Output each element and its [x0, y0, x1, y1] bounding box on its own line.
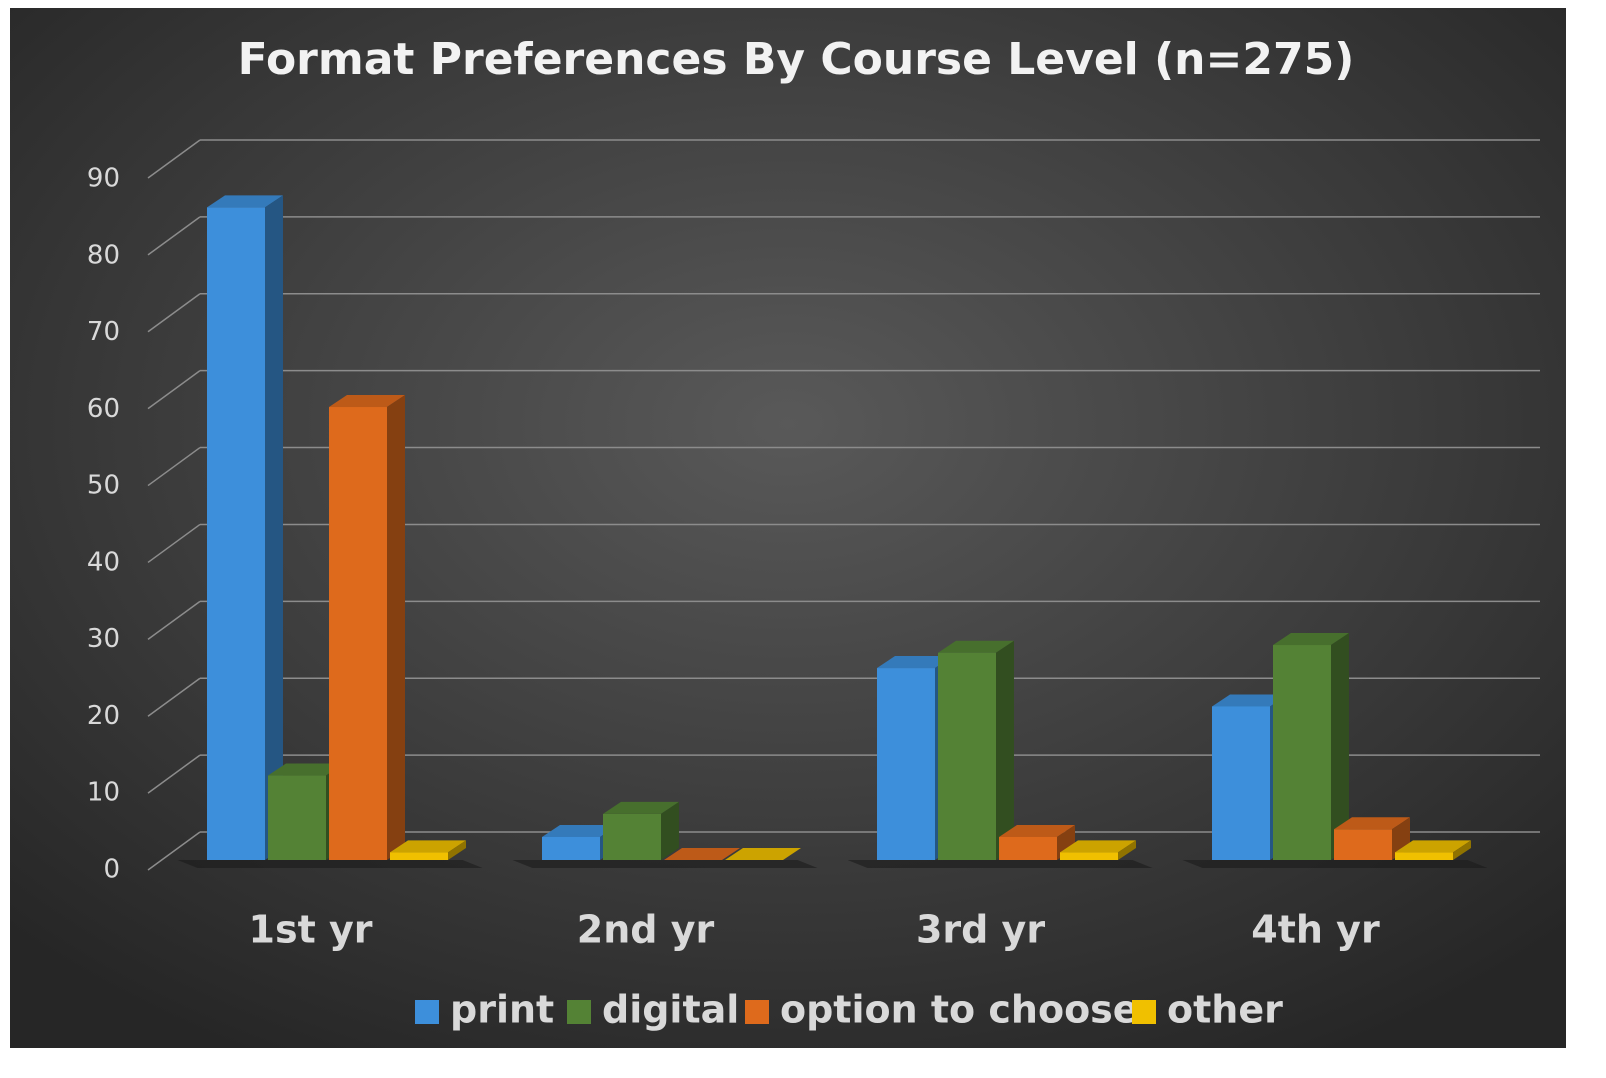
bar-side — [387, 395, 405, 860]
bar-top — [938, 640, 1014, 653]
floor-shadow — [847, 860, 1153, 868]
y-tick-label: 30 — [87, 624, 120, 654]
floor-shadow — [512, 860, 818, 868]
bar-side — [996, 640, 1014, 860]
bar-top — [1334, 817, 1410, 830]
x-tick-label: 3rd yr — [916, 908, 1045, 952]
y-tick-label: 60 — [87, 394, 120, 424]
y-tick-label: 10 — [87, 778, 120, 808]
legend-swatch — [745, 1000, 769, 1024]
legend-swatch — [1132, 1000, 1156, 1024]
bar-top — [999, 824, 1075, 837]
bar-top — [207, 195, 283, 208]
bar — [877, 668, 935, 860]
floor-shadow — [177, 860, 483, 868]
bar-top — [603, 801, 679, 814]
chart-title: Format Preferences By Course Level (n=27… — [238, 34, 1355, 85]
bar-side — [1057, 824, 1075, 860]
bar-top — [1212, 694, 1288, 707]
bar — [268, 775, 326, 860]
bar — [1212, 706, 1270, 860]
bar — [938, 652, 996, 860]
bar-top — [664, 848, 740, 860]
grid-line-side — [147, 293, 201, 333]
bar-top — [542, 824, 618, 837]
y-tick-label: 20 — [87, 701, 120, 731]
x-tick-label: 2nd yr — [577, 908, 715, 952]
y-tick-label: 90 — [87, 164, 120, 194]
bar — [329, 407, 387, 860]
bar — [542, 836, 600, 860]
y-tick-label: 70 — [87, 317, 120, 347]
bar — [207, 207, 265, 860]
legend-label: digital — [602, 988, 739, 1032]
grid-line-side — [147, 139, 201, 179]
bar-top — [1273, 633, 1349, 646]
grid-line-side — [147, 754, 201, 794]
bar-top — [1395, 840, 1471, 853]
bar — [999, 836, 1057, 860]
y-tick-label: 50 — [87, 471, 120, 501]
bar-side — [1453, 840, 1471, 860]
bar-top — [390, 840, 466, 853]
bar-top — [725, 848, 801, 860]
bar-top — [329, 395, 405, 408]
bar — [1273, 645, 1331, 860]
bar — [390, 852, 448, 860]
grid-line-side — [147, 523, 201, 564]
bar-side — [448, 840, 466, 860]
grid-line-side — [147, 216, 201, 256]
legend-label: option to choose — [780, 988, 1139, 1032]
legend-swatch — [415, 1000, 439, 1024]
legend-swatch — [567, 1000, 591, 1024]
y-tick-label: 40 — [87, 547, 120, 577]
bar-side — [265, 195, 283, 860]
bar — [1060, 852, 1118, 860]
bar-top — [877, 656, 953, 669]
bar-side — [661, 801, 679, 860]
bar — [603, 813, 661, 860]
bar-top — [268, 763, 344, 776]
grid-line-side — [147, 370, 201, 410]
y-tick-label: 0 — [103, 855, 120, 885]
bar — [1395, 852, 1453, 860]
floor-shadow — [1182, 860, 1488, 868]
bar-top — [1060, 840, 1136, 853]
legend-label: print — [450, 988, 554, 1032]
x-tick-label: 4th yr — [1251, 908, 1380, 952]
grid-line-side — [147, 831, 201, 871]
bar-side — [1331, 633, 1349, 860]
bar — [1334, 829, 1392, 860]
bar-side — [1118, 840, 1136, 860]
grid-line-side — [147, 446, 201, 487]
x-tick-label: 1st yr — [249, 908, 373, 952]
grid-line-side — [147, 600, 201, 640]
grid-line-side — [147, 677, 201, 717]
y-tick-label: 80 — [87, 240, 120, 270]
legend-label: other — [1167, 988, 1283, 1032]
